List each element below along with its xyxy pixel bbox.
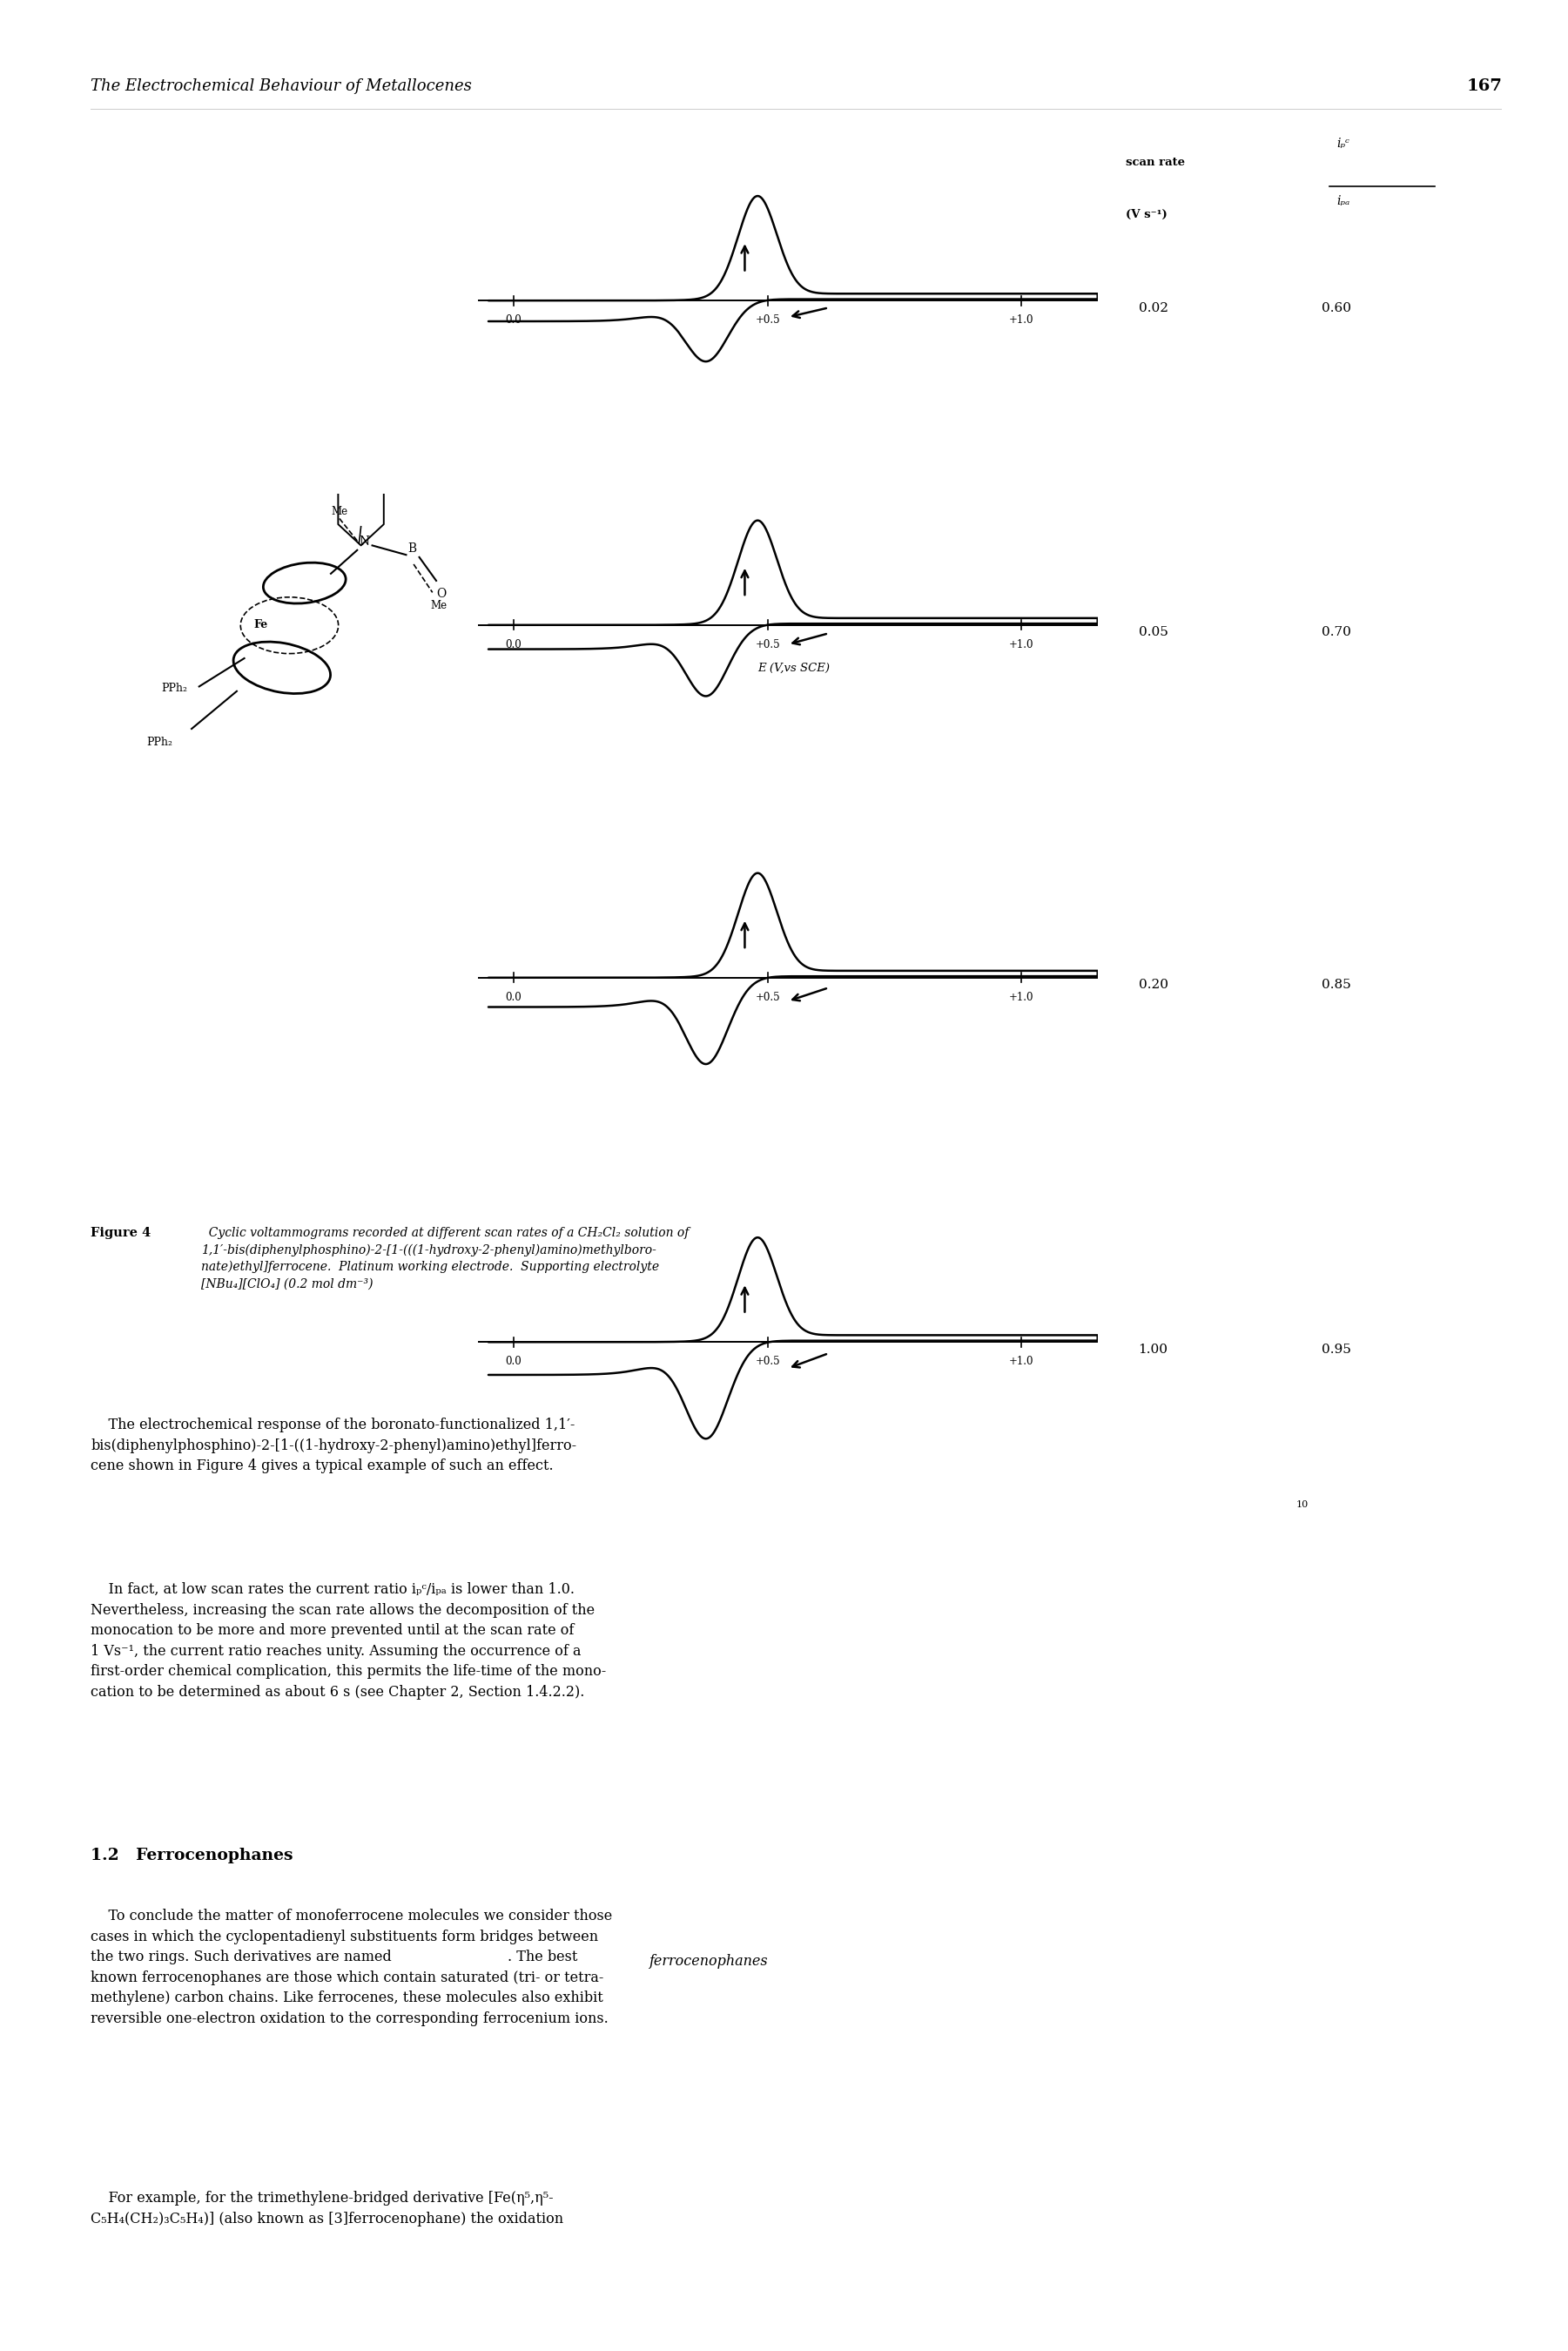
Text: To conclude the matter of monoferrocene molecules we consider those
cases in whi: To conclude the matter of monoferrocene … (91, 1909, 613, 2027)
Text: 0.02: 0.02 (1138, 301, 1168, 315)
Text: 0.60: 0.60 (1322, 301, 1350, 315)
Text: +1.0: +1.0 (1010, 315, 1033, 327)
Text: 0.85: 0.85 (1322, 978, 1350, 992)
Text: ferrocenophanes: ferrocenophanes (649, 1954, 768, 1968)
Text: +1.0: +1.0 (1010, 992, 1033, 1004)
Text: +1.0: +1.0 (1010, 639, 1033, 651)
Text: In fact, at low scan rates the current ratio iₚᶜ/iₚₐ is lower than 1.0.
Neverthe: In fact, at low scan rates the current r… (91, 1582, 607, 1700)
Text: Fe: Fe (254, 618, 268, 630)
Text: iₚᶜ: iₚᶜ (1336, 136, 1350, 150)
Text: 0.0: 0.0 (505, 639, 522, 651)
Text: iₚₐ: iₚₐ (1336, 195, 1350, 207)
Text: scan rate: scan rate (1126, 158, 1185, 167)
Text: Figure 4: Figure 4 (91, 1227, 151, 1239)
Text: PPh₂: PPh₂ (146, 736, 172, 748)
Text: +0.5: +0.5 (756, 992, 779, 1004)
Text: 1.2   Ferrocenophanes: 1.2 Ferrocenophanes (91, 1848, 293, 1864)
Text: 0.0: 0.0 (505, 315, 522, 327)
Text: Me: Me (331, 505, 348, 517)
Text: 167: 167 (1466, 78, 1502, 94)
Text: 10: 10 (1297, 1500, 1309, 1509)
Text: +0.5: +0.5 (756, 639, 779, 651)
Text: The Electrochemical Behaviour of Metallocenes: The Electrochemical Behaviour of Metallo… (91, 78, 472, 94)
Text: The electrochemical response of the boronato-functionalized 1,1′-
bis(diphenylph: The electrochemical response of the boro… (91, 1418, 577, 1474)
Text: N: N (359, 536, 370, 548)
Text: E (V,vs SCE): E (V,vs SCE) (757, 663, 829, 675)
Text: 1.00: 1.00 (1138, 1342, 1168, 1357)
Text: (V s⁻¹): (V s⁻¹) (1126, 209, 1168, 221)
Text: PPh₂: PPh₂ (162, 682, 188, 694)
Text: +1.0: +1.0 (1010, 1357, 1033, 1368)
Text: Cyclic voltammograms recorded at different scan rates of a CH₂Cl₂ solution of
1,: Cyclic voltammograms recorded at differe… (201, 1227, 688, 1291)
Text: 0.95: 0.95 (1322, 1342, 1350, 1357)
Text: B: B (408, 543, 417, 555)
Text: For example, for the trimethylene-bridged derivative [Fe(η⁵,η⁵-
C₅H₄(CH₂)₃C₅H₄)]: For example, for the trimethylene-bridge… (91, 2191, 564, 2226)
Text: 0.70: 0.70 (1322, 625, 1350, 639)
Text: 0.20: 0.20 (1138, 978, 1168, 992)
Text: +0.5: +0.5 (756, 1357, 779, 1368)
Text: 0.0: 0.0 (505, 1357, 522, 1368)
Text: O: O (436, 588, 445, 600)
Text: Me: Me (431, 600, 447, 611)
Text: 0.0: 0.0 (505, 992, 522, 1004)
Text: 0.05: 0.05 (1138, 625, 1168, 639)
Text: +0.5: +0.5 (756, 315, 779, 327)
